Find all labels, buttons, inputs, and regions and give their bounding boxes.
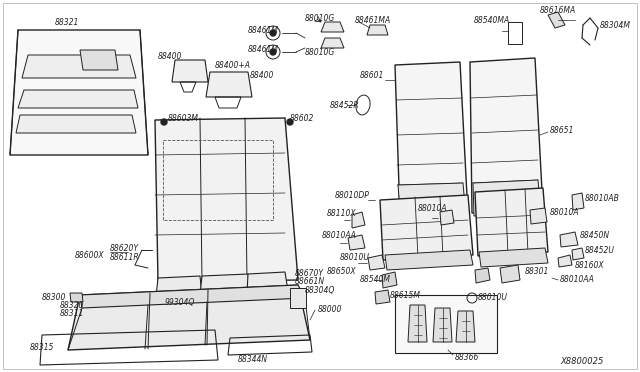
- Text: 88010DP: 88010DP: [335, 190, 370, 199]
- Text: X8800025: X8800025: [560, 357, 604, 366]
- Bar: [163, 140, 273, 220]
- Polygon shape: [398, 183, 466, 220]
- Polygon shape: [22, 55, 136, 78]
- Polygon shape: [473, 180, 541, 216]
- Polygon shape: [475, 268, 490, 283]
- Text: 88400: 88400: [250, 71, 275, 80]
- Text: 88461M: 88461M: [248, 45, 279, 54]
- Bar: [290, 288, 306, 308]
- Polygon shape: [470, 58, 543, 213]
- Polygon shape: [321, 38, 344, 48]
- Polygon shape: [352, 212, 365, 228]
- Polygon shape: [440, 210, 454, 225]
- Polygon shape: [70, 293, 83, 302]
- Polygon shape: [408, 305, 427, 342]
- Text: 88010AA: 88010AA: [560, 276, 595, 285]
- Text: 88400: 88400: [158, 51, 182, 61]
- Text: 88452U: 88452U: [585, 246, 615, 254]
- Text: 88661N: 88661N: [295, 276, 325, 285]
- Polygon shape: [560, 232, 578, 247]
- Text: 88311: 88311: [60, 308, 84, 317]
- Circle shape: [270, 49, 276, 55]
- Text: 88010AB: 88010AB: [585, 193, 620, 202]
- Text: 88344N: 88344N: [238, 356, 268, 365]
- Text: 88010AA: 88010AA: [322, 231, 357, 240]
- Text: 88160X: 88160X: [575, 260, 605, 269]
- Text: 88010A: 88010A: [418, 203, 447, 212]
- Text: 88304Q: 88304Q: [305, 285, 335, 295]
- Bar: [235, 295, 251, 315]
- Text: 88315: 88315: [30, 343, 54, 353]
- Bar: [395, 295, 497, 353]
- Polygon shape: [530, 208, 547, 224]
- Text: 88601: 88601: [360, 71, 385, 80]
- Polygon shape: [247, 272, 288, 293]
- Text: 88461M: 88461M: [248, 26, 279, 35]
- Polygon shape: [572, 193, 584, 210]
- Text: 88650X: 88650X: [327, 267, 356, 276]
- Polygon shape: [348, 235, 365, 250]
- Polygon shape: [80, 285, 305, 308]
- Polygon shape: [155, 118, 298, 282]
- Text: 88611R: 88611R: [110, 253, 140, 262]
- Circle shape: [287, 119, 293, 125]
- Polygon shape: [156, 276, 202, 297]
- Text: 88616MA: 88616MA: [540, 6, 576, 15]
- Polygon shape: [16, 115, 136, 133]
- Text: 88450N: 88450N: [580, 231, 610, 240]
- Polygon shape: [206, 72, 252, 97]
- Polygon shape: [375, 290, 390, 304]
- Text: 88010G: 88010G: [305, 13, 335, 22]
- Polygon shape: [10, 30, 148, 155]
- Text: 88603M: 88603M: [168, 113, 199, 122]
- Polygon shape: [367, 25, 388, 35]
- Text: 88010G: 88010G: [305, 48, 335, 57]
- Text: 88110X: 88110X: [327, 208, 356, 218]
- Polygon shape: [475, 188, 548, 256]
- Text: 88651: 88651: [550, 125, 574, 135]
- Text: 88540M: 88540M: [360, 276, 391, 285]
- Text: 88461MA: 88461MA: [355, 16, 391, 25]
- Text: 88010U: 88010U: [478, 294, 508, 302]
- Polygon shape: [456, 311, 475, 342]
- Polygon shape: [368, 255, 385, 270]
- Text: 88600X: 88600X: [75, 250, 104, 260]
- Polygon shape: [321, 22, 344, 32]
- Text: 88321: 88321: [55, 17, 79, 26]
- Polygon shape: [558, 255, 572, 267]
- Text: 88620Y: 88620Y: [110, 244, 139, 253]
- Text: 88366: 88366: [455, 353, 479, 362]
- Text: 88602: 88602: [290, 113, 314, 122]
- Polygon shape: [548, 12, 565, 28]
- Text: 88670Y: 88670Y: [295, 269, 324, 278]
- Text: 88010U: 88010U: [340, 253, 370, 263]
- Polygon shape: [572, 248, 584, 260]
- Circle shape: [161, 119, 167, 125]
- Polygon shape: [382, 272, 397, 288]
- Bar: [508, 22, 522, 44]
- Polygon shape: [172, 60, 208, 82]
- Text: 88320: 88320: [60, 301, 84, 311]
- Circle shape: [270, 30, 276, 36]
- Text: 88300: 88300: [42, 294, 67, 302]
- Polygon shape: [80, 50, 118, 70]
- Polygon shape: [500, 265, 520, 283]
- Text: 88301: 88301: [525, 267, 549, 276]
- Text: 88000: 88000: [318, 305, 342, 314]
- Polygon shape: [200, 274, 250, 295]
- Text: 88452R: 88452R: [330, 100, 360, 109]
- Polygon shape: [385, 250, 473, 270]
- Polygon shape: [395, 62, 468, 218]
- Polygon shape: [479, 248, 548, 267]
- Text: 88615M: 88615M: [390, 291, 421, 299]
- Polygon shape: [433, 308, 452, 342]
- Polygon shape: [68, 285, 310, 350]
- Text: 99304Q: 99304Q: [165, 298, 195, 307]
- Text: 88010A: 88010A: [550, 208, 580, 217]
- Polygon shape: [380, 195, 473, 260]
- Text: 88540MA: 88540MA: [474, 16, 510, 25]
- Text: 88400+A: 88400+A: [215, 61, 251, 70]
- Text: 88304M: 88304M: [600, 20, 631, 29]
- Polygon shape: [18, 90, 138, 108]
